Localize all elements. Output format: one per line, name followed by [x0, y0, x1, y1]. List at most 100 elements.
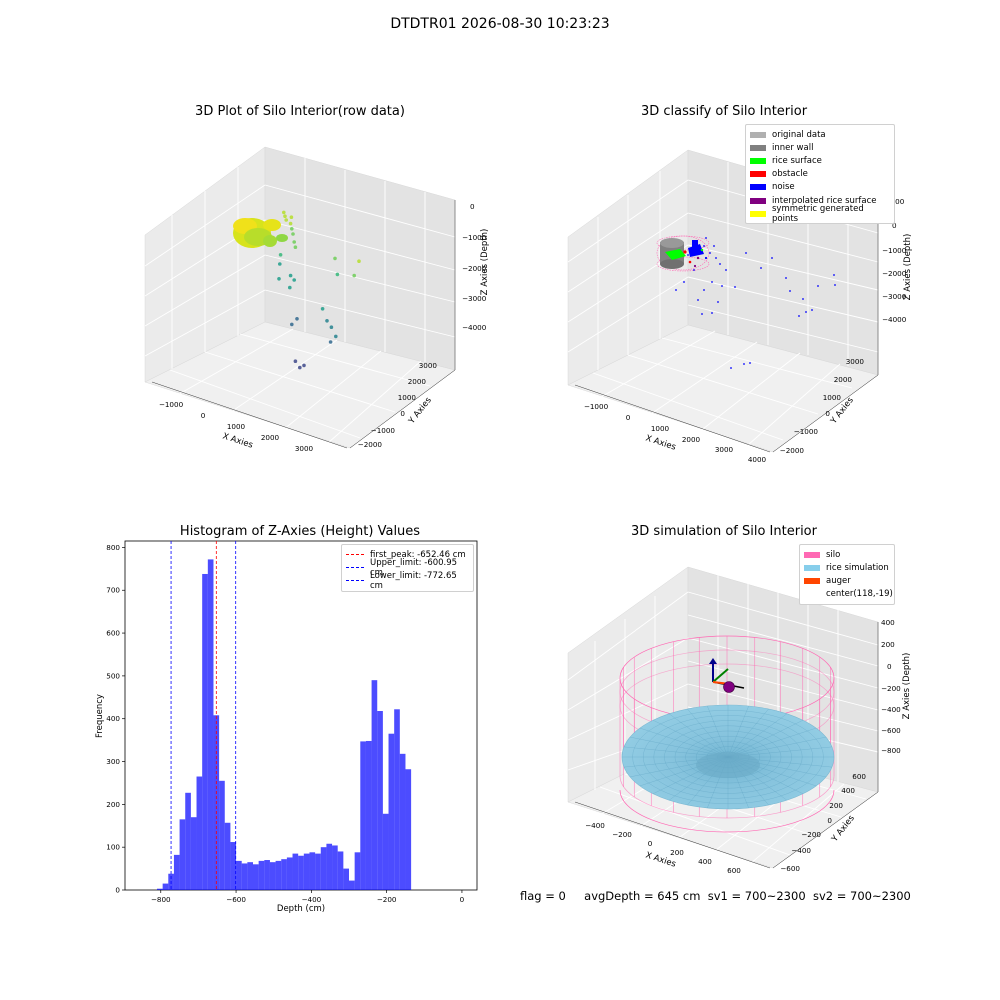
p1-ztick: −2000 [462, 264, 487, 273]
p2-ztick: 1000 [886, 197, 905, 206]
p2-legend: original data inner wall rice surface ob… [745, 124, 895, 225]
scatter-point [325, 319, 329, 323]
y-tick-label: 0 [115, 886, 120, 895]
legend-label: inner wall [772, 142, 814, 153]
noise-point [717, 301, 719, 303]
scatter-point [328, 340, 333, 344]
p1-dense-cluster [233, 218, 288, 248]
noise-point [805, 311, 807, 313]
legend-swatch [750, 184, 766, 191]
scatter-point [335, 272, 340, 277]
legend-item: symmetric generated points [750, 204, 890, 224]
histogram-bar [269, 862, 276, 890]
histogram-bar [162, 883, 169, 890]
scatter-point [290, 322, 294, 327]
histogram-bar [388, 733, 395, 890]
scatter-point [278, 262, 282, 266]
x-tick-label: −600 [226, 895, 246, 904]
p4-ytick: 400 [841, 786, 855, 795]
noise-point [719, 263, 721, 265]
scatter-point [293, 359, 298, 364]
histogram-bar [196, 776, 203, 890]
rice-mesh-line [727, 736, 826, 758]
panel3-title: Histogram of Z-Axies (Height) Values [179, 524, 421, 539]
noise-point [713, 245, 715, 247]
p1-ztick: 0 [470, 202, 475, 211]
noise-point [785, 277, 787, 279]
noise-point [703, 289, 705, 291]
noise-point [798, 315, 800, 317]
p4-legend: silo rice simulation auger center(118,-1… [799, 544, 895, 605]
noise-point [721, 285, 723, 287]
p2-ytick: 0 [825, 409, 830, 418]
x-tick-label: −400 [301, 895, 321, 904]
p2-ztick: −3000 [882, 292, 907, 301]
scatter-point [288, 285, 292, 290]
histogram-bar [264, 860, 270, 890]
p1-ytick: 3000 [419, 361, 438, 370]
p1-ytick: −2000 [358, 440, 383, 449]
histogram-bar [315, 853, 321, 890]
legend-line [346, 554, 364, 556]
p4-ytick: −600 [780, 864, 800, 873]
noise-point [771, 257, 773, 259]
histogram-bar [382, 813, 389, 890]
legend-swatch [750, 210, 766, 217]
rice-mesh-line [707, 705, 729, 758]
p3-plot-frame [124, 540, 478, 891]
p3-x-ticks: −800 −600 −400 −200 0 [151, 890, 465, 904]
legend-label: center(118,-19) [826, 589, 893, 600]
histogram-bar [281, 859, 287, 890]
legend-item: Lower_limit: -772.65 cm [346, 571, 469, 591]
p3-ylabel: Frequency [95, 694, 105, 738]
legend-swatch [750, 157, 766, 164]
legend-label: auger [826, 575, 851, 586]
histogram-bar [219, 780, 225, 890]
legend-swatch [750, 171, 766, 178]
p2-ztick: 0 [892, 221, 897, 230]
p1-xtick: 3000 [295, 444, 314, 453]
p1-ytick: −1000 [371, 426, 396, 435]
histogram-bar [298, 855, 304, 890]
status-flag: flag = 0 [520, 889, 566, 903]
histogram-bar [320, 847, 327, 890]
rice-mesh-line [727, 705, 749, 758]
legend-swatch [804, 551, 820, 558]
x-tick-label: 0 [460, 895, 465, 904]
noise-point [705, 237, 707, 239]
p4-silo-front [619, 775, 835, 833]
scatter-point [334, 334, 338, 339]
p1-xtick: 2000 [261, 433, 280, 442]
scatter-point [329, 325, 334, 330]
noise-point [811, 309, 813, 311]
legend-swatch [750, 197, 766, 204]
scatter-point [302, 363, 306, 368]
p2-xtick: 2000 [682, 435, 701, 444]
noise-point [760, 267, 762, 269]
noise-point [817, 285, 819, 287]
noise-point [749, 362, 751, 364]
legend-item: interpolated rice surface [750, 194, 890, 207]
status-sv1: sv1 = 700~2300 [707, 889, 806, 903]
scatter-point [333, 256, 337, 261]
noise-point [687, 254, 689, 256]
p4-xtick: 200 [670, 848, 684, 857]
p3-xlabel: Depth (cm) [277, 904, 325, 914]
y-tick-label: 800 [106, 543, 120, 552]
figure-title: DTDTR01 2026-08-30 10:23:23 [390, 16, 610, 32]
p2-ytick: 1000 [823, 393, 842, 402]
p4-xtick: −400 [585, 821, 605, 830]
histogram-bar [241, 863, 248, 890]
noise-point [725, 269, 727, 271]
histogram-bar [394, 709, 400, 890]
legend-item: original data [750, 128, 890, 141]
legend-label: first_peak: -652.46 cm [370, 549, 466, 560]
noise-point [743, 363, 745, 365]
y-tick-label: 400 [106, 714, 120, 723]
histogram-bar [326, 843, 333, 890]
histogram-bar [371, 680, 378, 890]
scatter-point [295, 317, 299, 321]
panel4-title: 3D simulation of Silo Interior [631, 524, 817, 539]
scatter-point [284, 218, 289, 222]
rice-mesh-line [727, 727, 817, 758]
